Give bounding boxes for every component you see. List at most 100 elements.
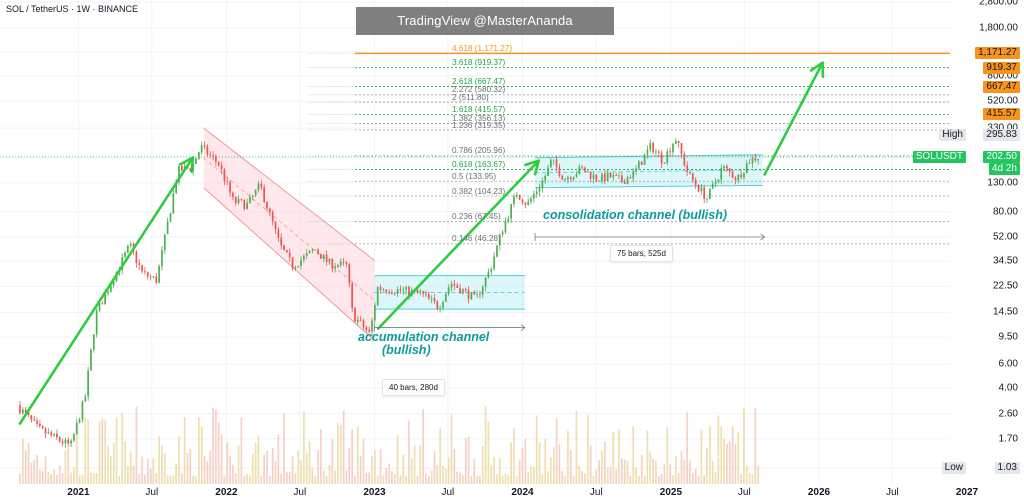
candle-body: [456, 285, 459, 288]
price-tick-label: 80.00: [992, 206, 1018, 218]
candle-body: [674, 140, 677, 144]
candle-body: [694, 179, 697, 185]
volume-bar: [533, 466, 535, 484]
volume-bar: [518, 459, 521, 484]
price-tick-label: 2,800.00: [979, 0, 1018, 8]
volume-bar: [711, 460, 714, 484]
candle-body: [266, 202, 268, 209]
volume-bar: [717, 415, 720, 484]
candle-body: [368, 330, 371, 332]
price-tick-label: 9.50: [998, 331, 1018, 343]
countdown-tag: 4d 2h: [988, 162, 1020, 175]
volume-bar: [127, 466, 129, 484]
volume-bar: [240, 417, 243, 484]
channel-accumulation-fill: [374, 275, 525, 310]
candle-body: [464, 289, 467, 291]
volume-bar: [459, 472, 461, 484]
volume-bar: [203, 455, 206, 484]
candle-body: [442, 301, 444, 308]
candle-body: [70, 440, 72, 444]
volume-bar: [615, 469, 618, 484]
volume-bar: [331, 438, 334, 484]
volume-bar: [24, 450, 27, 484]
candle-body: [728, 168, 731, 173]
price-tick-label: 330.00: [987, 123, 1018, 134]
price-tag-orange: 667.47: [983, 80, 1020, 93]
volume-bar: [303, 411, 305, 484]
candle-body: [78, 419, 81, 423]
candle-body: [391, 293, 393, 294]
volume-bar: [589, 445, 592, 484]
candle-body: [334, 266, 336, 269]
volume-bar: [288, 471, 291, 484]
grid: [0, 0, 968, 484]
volume-bar: [626, 460, 629, 484]
volume-bar: [118, 475, 121, 484]
volume-bar: [305, 452, 308, 484]
candle-body: [286, 250, 288, 253]
candle-body: [473, 292, 476, 295]
candle-body: [328, 258, 331, 262]
volume-bar: [393, 473, 396, 484]
candle-body: [152, 276, 155, 278]
date-range-markers: [374, 233, 766, 332]
volume-bar: [706, 447, 708, 484]
volume-bar: [161, 445, 163, 484]
candle-body: [124, 252, 126, 258]
candle-body: [453, 283, 456, 286]
time-tick-label: 2025: [659, 487, 683, 498]
candle-body: [436, 301, 439, 309]
candle-body: [430, 298, 433, 300]
candle-body: [27, 412, 30, 416]
candle-body: [155, 276, 158, 283]
candle-body: [351, 283, 354, 309]
price-tick-label: 34.50: [992, 255, 1018, 267]
price-tag-orange: 1,171.27: [975, 47, 1020, 60]
volume-bar: [73, 467, 75, 484]
candle-body: [297, 266, 300, 268]
fib-label: 0.236 (67.45): [452, 212, 501, 222]
candle-body: [280, 237, 283, 246]
volume-bar: [223, 475, 226, 484]
candle-body: [646, 149, 649, 155]
time-axis[interactable]: 2021 Jul 2022 Jul 2023 Jul 2024 Jul 2025 Jul 2026 J…: [0, 484, 1024, 502]
volume-bar: [677, 472, 680, 484]
candle-body: [507, 218, 510, 222]
volume-bar: [416, 475, 419, 484]
volume-bar: [680, 451, 683, 484]
channel-consolidation-bottom: [535, 184, 763, 189]
volume-bar: [513, 428, 515, 484]
volume-bar: [561, 470, 564, 484]
volume-bar: [249, 475, 251, 484]
price-tick-label: 52.00: [992, 231, 1018, 243]
trend-arrow-line: [18, 156, 195, 425]
volume-bar: [124, 441, 126, 484]
volume-bar: [672, 475, 674, 484]
volume-bar: [535, 415, 538, 484]
candle-body: [283, 245, 285, 251]
volume-bar: [178, 436, 180, 484]
volume-bar: [359, 456, 362, 484]
candle-body: [490, 268, 493, 272]
candle-body: [237, 199, 240, 204]
volume-bar: [294, 473, 297, 484]
candle-body: [433, 298, 436, 302]
volume-bar: [527, 471, 530, 484]
candle-body: [467, 290, 470, 300]
candle-body: [652, 142, 654, 153]
volume-bar: [27, 443, 30, 484]
symbol-title[interactable]: SOL / TetherUS · 1W · BINANCE: [6, 4, 139, 14]
candle-body: [138, 262, 141, 266]
candle-body: [731, 172, 734, 178]
volume-bar: [686, 412, 689, 484]
volume-bar: [274, 460, 277, 484]
volume-bar: [368, 472, 371, 484]
fib-label: 4.618 (1,171.27): [452, 43, 513, 53]
candle-body: [740, 174, 742, 178]
volume-bar: [657, 475, 660, 484]
candle-body: [92, 334, 95, 350]
volume-bar: [555, 418, 558, 484]
price-tick-label: 520.00: [987, 95, 1018, 107]
volume-bar: [257, 435, 260, 484]
